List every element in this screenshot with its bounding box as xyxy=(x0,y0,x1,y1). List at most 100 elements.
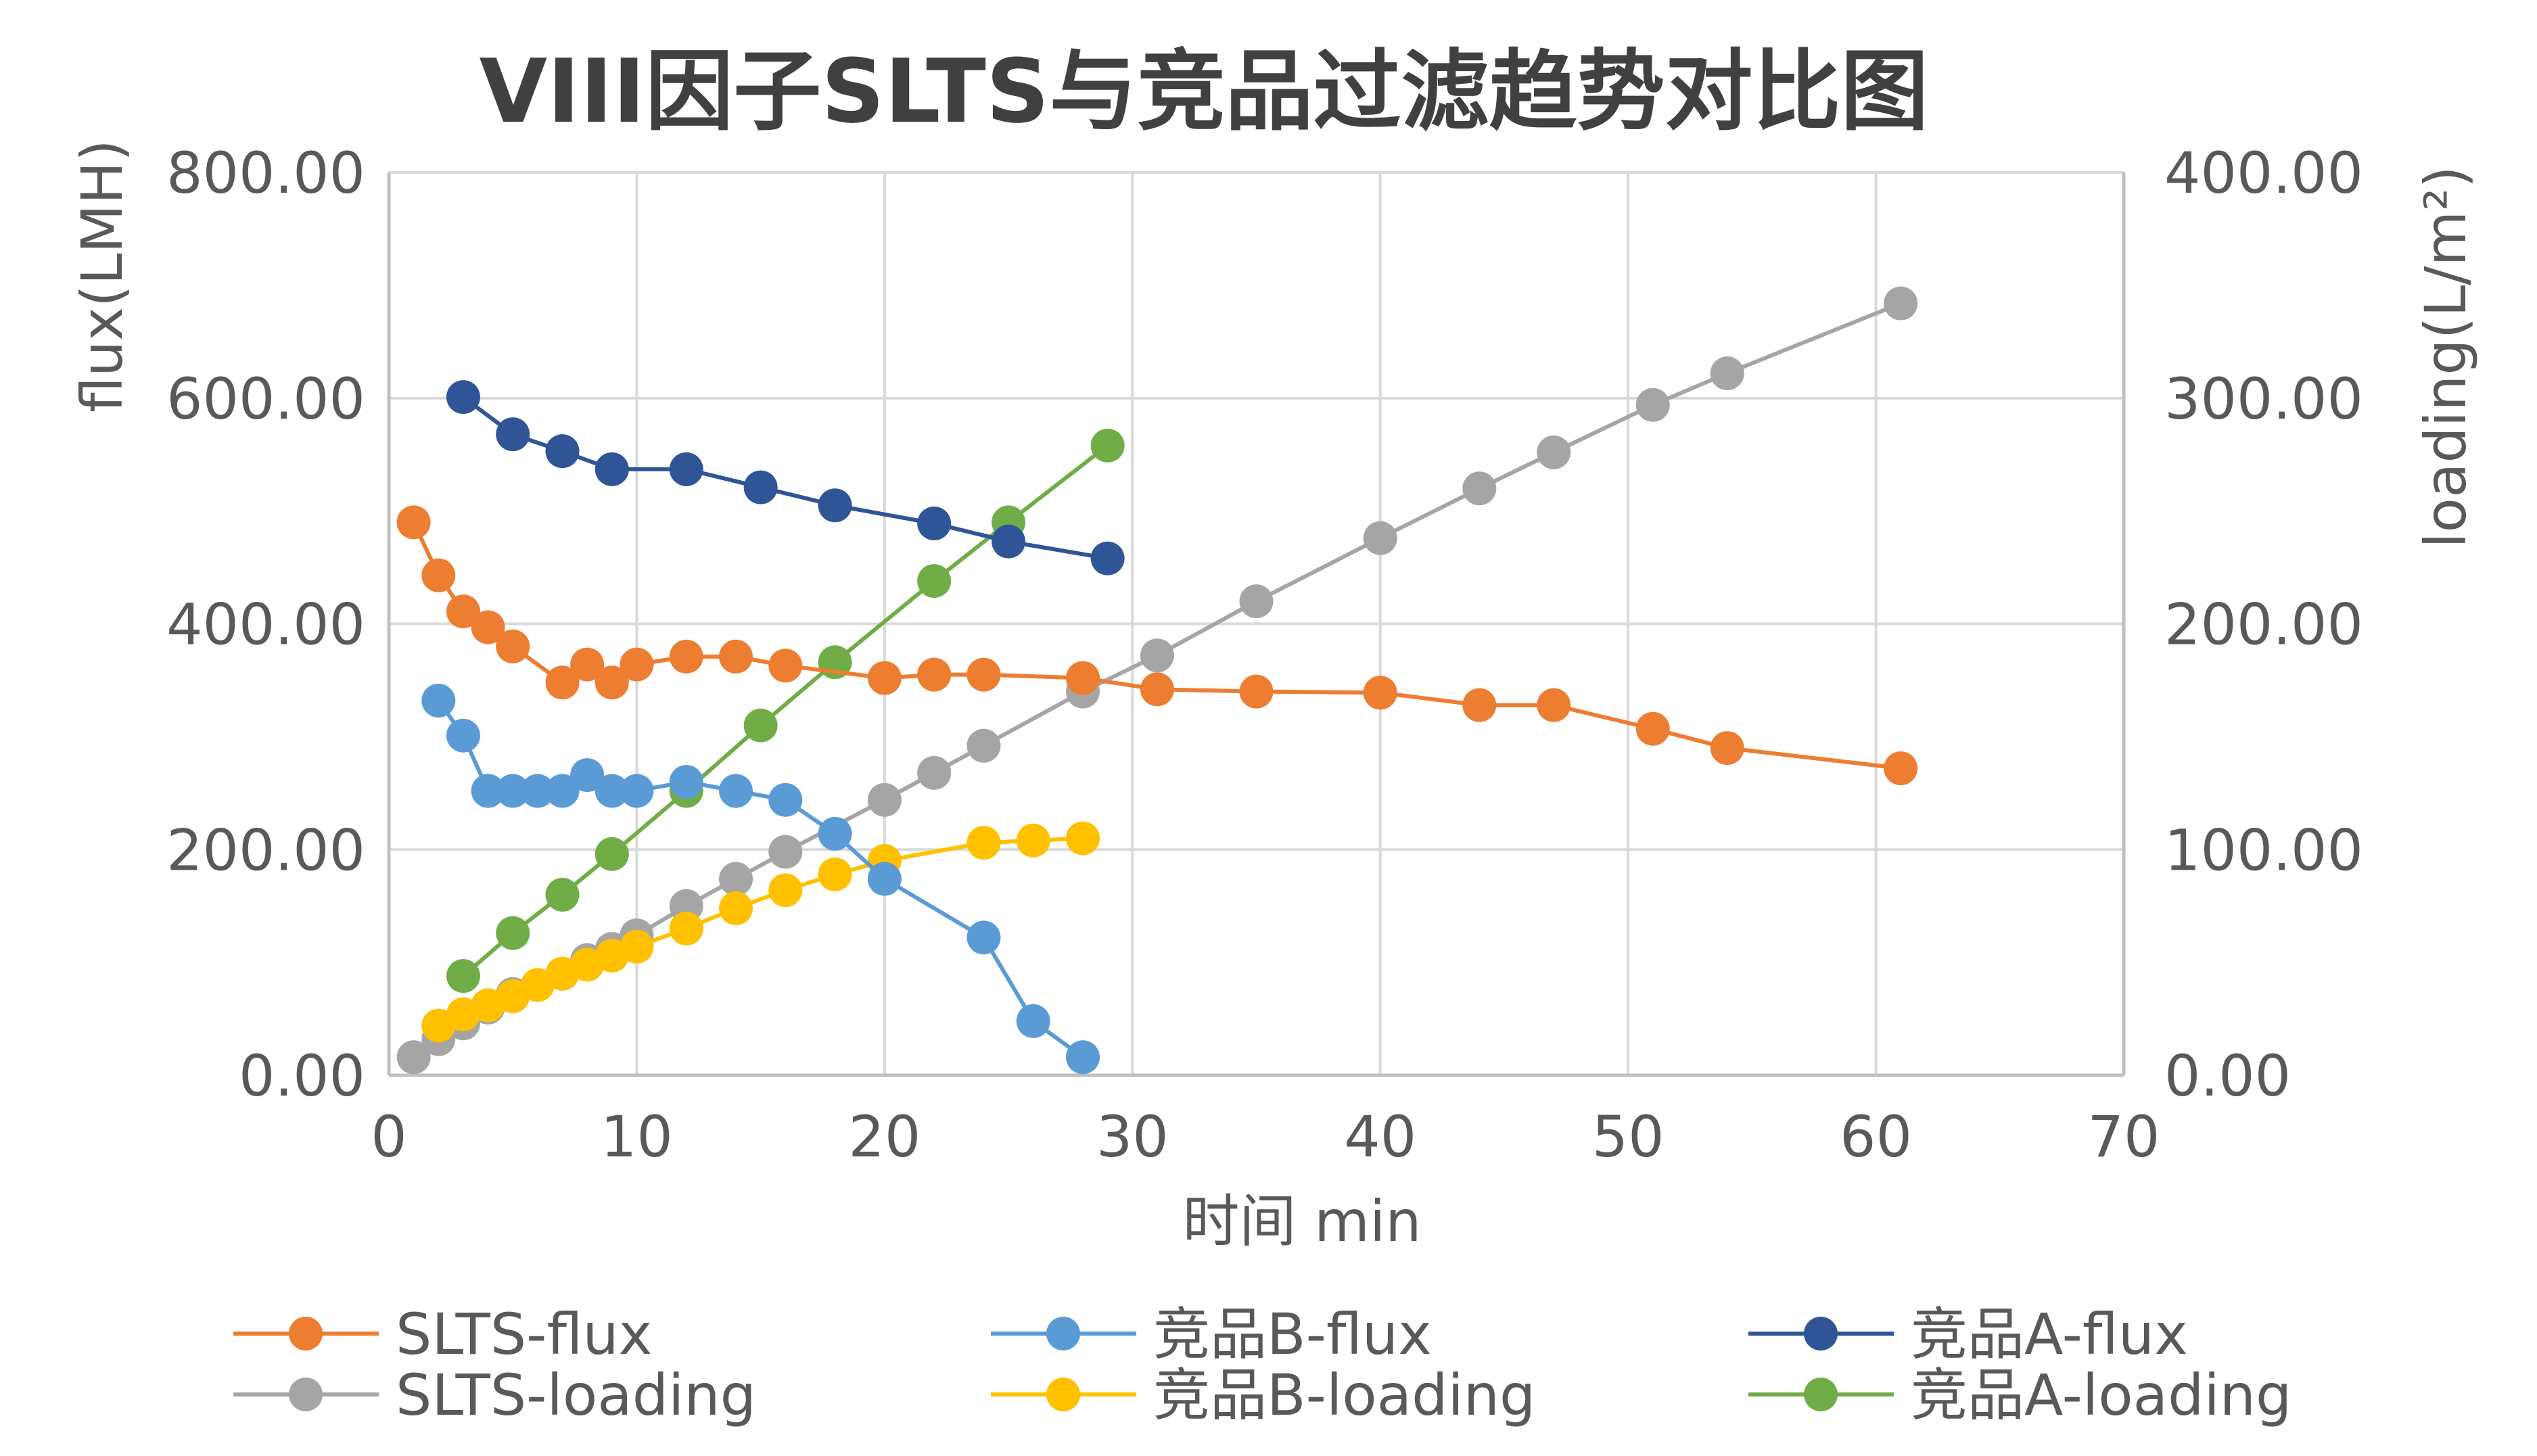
legend-marker xyxy=(1804,1378,1838,1411)
legend-marker xyxy=(1804,1317,1838,1351)
data-point xyxy=(818,488,852,523)
legend-label: SLTS-loading xyxy=(396,1362,756,1428)
data-point xyxy=(967,920,1001,955)
y2-tick-label: 400.00 xyxy=(2164,140,2363,206)
data-point xyxy=(446,718,480,753)
legend-item: 竞品A-loading xyxy=(1748,1362,2291,1428)
data-point xyxy=(1090,428,1125,463)
chart-title: VIII因子SLTS与竞品过滤趋势对比图 xyxy=(480,40,1929,143)
data-point xyxy=(669,765,703,799)
data-point xyxy=(446,594,480,629)
data-point xyxy=(1066,821,1100,855)
data-point xyxy=(520,774,555,808)
data-point xyxy=(570,758,605,793)
x-tick-label: 50 xyxy=(1592,1104,1665,1170)
data-point xyxy=(967,728,1001,763)
series-line xyxy=(461,444,1109,978)
data-point xyxy=(719,639,753,674)
data-point xyxy=(669,912,703,946)
legend-label: 竞品A-loading xyxy=(1911,1362,2291,1428)
y-tick-label: 800.00 xyxy=(166,140,365,206)
x-axis-title: 时间 min xyxy=(1182,1188,1421,1254)
data-point xyxy=(669,639,703,674)
data-point xyxy=(1090,541,1125,576)
legend: SLTS-flux 竞品B-flux 竞品A-flux SLTS-loading 竞品B… xyxy=(233,1301,2291,1428)
legend-item: SLTS-flux xyxy=(233,1301,652,1367)
series-layer xyxy=(396,286,1918,1075)
data-point xyxy=(570,647,605,682)
y-tick-label: 600.00 xyxy=(166,366,365,432)
data-point xyxy=(743,470,778,504)
data-point xyxy=(545,665,580,700)
data-point xyxy=(719,891,753,926)
data-point xyxy=(545,434,580,469)
data-point xyxy=(1140,672,1174,707)
y2-tick-label: 100.00 xyxy=(2164,817,2363,883)
data-point xyxy=(1635,711,1670,746)
legend-label: 竞品B-loading xyxy=(1153,1362,1535,1428)
legend-marker xyxy=(1046,1378,1080,1411)
data-point xyxy=(1635,388,1670,422)
data-point xyxy=(595,774,629,808)
data-point xyxy=(1066,661,1100,695)
data-point xyxy=(1363,676,1397,710)
data-point xyxy=(446,959,480,993)
data-point xyxy=(818,857,852,891)
y-tick-label: 0.00 xyxy=(239,1043,365,1109)
data-point xyxy=(396,505,431,540)
series-竞品B-loading xyxy=(421,821,1100,1043)
data-point xyxy=(669,452,703,486)
y2-tick-label: 0.00 xyxy=(2164,1043,2291,1109)
data-point xyxy=(620,647,654,682)
data-point xyxy=(496,774,530,808)
legend-item: 竞品B-loading xyxy=(991,1362,1535,1428)
x-tick-label: 40 xyxy=(1344,1104,1416,1170)
data-point xyxy=(496,417,530,452)
data-point xyxy=(620,929,654,964)
y-tick-label: 400.00 xyxy=(166,592,365,658)
data-point xyxy=(967,826,1001,860)
data-point xyxy=(768,782,803,817)
data-point xyxy=(1016,1004,1050,1038)
data-point xyxy=(496,629,530,663)
series-竞品A-flux xyxy=(446,380,1125,576)
data-point xyxy=(1884,751,1918,786)
legend-label: SLTS-flux xyxy=(396,1301,652,1367)
legend-marker xyxy=(289,1317,323,1351)
x-tick-label: 30 xyxy=(1096,1104,1169,1170)
data-point xyxy=(917,506,952,540)
y-tick-label: 200.00 xyxy=(166,817,365,883)
x-tick-label: 60 xyxy=(1840,1104,1912,1170)
series-竞品B-flux xyxy=(421,683,1100,1075)
data-point xyxy=(1363,521,1397,555)
data-point xyxy=(1066,1040,1100,1075)
x-tick-label: 10 xyxy=(601,1104,673,1170)
data-point xyxy=(768,873,803,908)
data-point xyxy=(818,816,852,851)
data-point xyxy=(1140,638,1174,673)
data-point xyxy=(743,708,778,743)
data-point xyxy=(595,665,629,700)
data-point xyxy=(1016,823,1050,858)
y-axis-title: flux(LMH) xyxy=(69,139,135,413)
data-point xyxy=(992,524,1026,559)
x-tick-label: 20 xyxy=(848,1104,921,1170)
series-SLTS-flux xyxy=(396,505,1918,786)
data-point xyxy=(1710,731,1744,766)
data-point xyxy=(421,558,456,592)
legend-label: 竞品A-flux xyxy=(1911,1301,2188,1367)
y2-axis-title: loading(L/m²) xyxy=(2413,166,2479,548)
series-竞品A-loading xyxy=(446,428,1125,993)
data-point xyxy=(917,657,952,692)
data-point xyxy=(1710,356,1744,391)
legend-marker xyxy=(1046,1317,1080,1351)
data-point xyxy=(917,564,952,598)
data-point xyxy=(595,452,629,486)
legend-item: SLTS-loading xyxy=(233,1362,756,1428)
x-tick-label: 70 xyxy=(2088,1104,2160,1170)
data-point xyxy=(967,657,1001,692)
data-point xyxy=(1537,688,1571,722)
data-point xyxy=(917,755,952,790)
data-point xyxy=(1537,435,1571,469)
